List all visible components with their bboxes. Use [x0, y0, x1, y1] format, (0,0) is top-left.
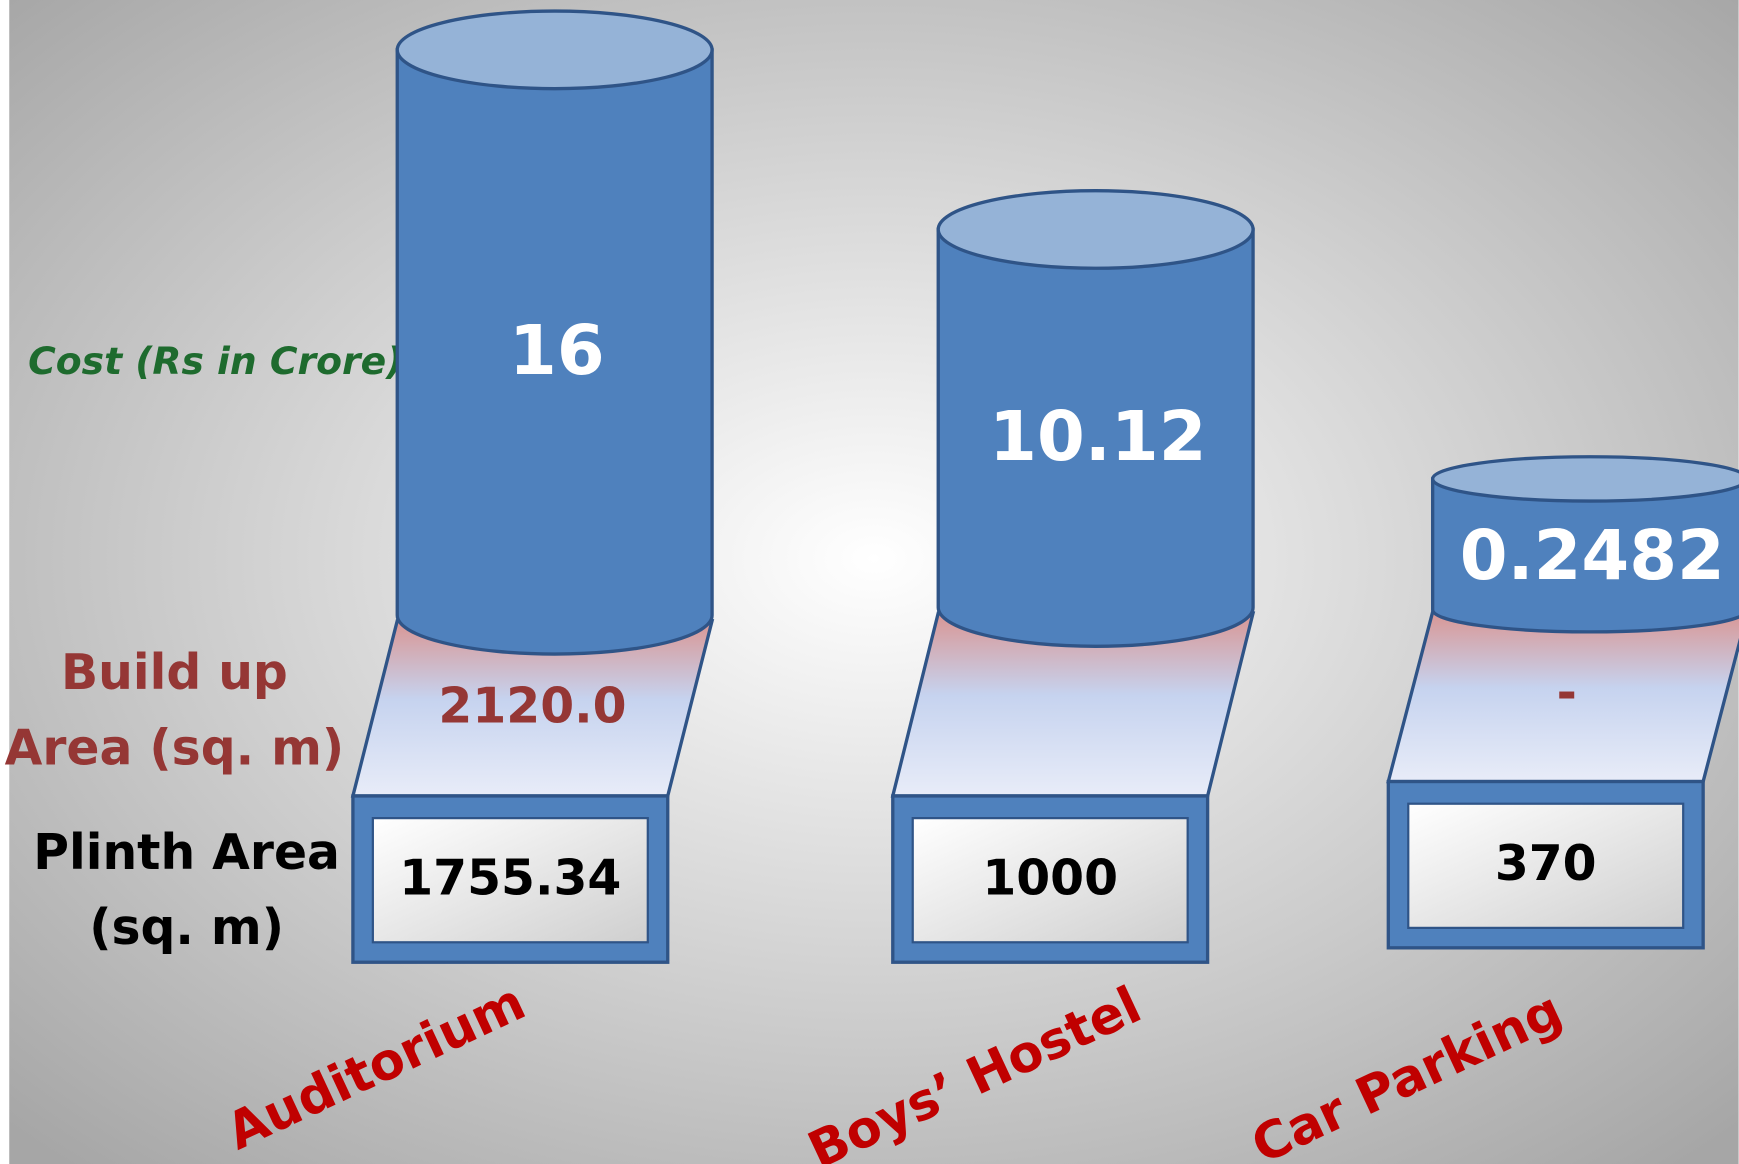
build-up-label: Build up: [61, 644, 288, 701]
build-up-value: 2120.0: [438, 677, 626, 734]
cylinder: [1430, 477, 1739, 634]
cost-value: 0.2482: [1460, 516, 1725, 596]
cylinder: [395, 48, 714, 656]
plinth-box: [371, 817, 649, 944]
build-up-value: -: [1557, 664, 1577, 721]
cylinder-top: [936, 189, 1255, 270]
cylinder-top: [1431, 455, 1739, 503]
cylinder: [936, 227, 1255, 648]
plinth-label: (sq. m): [89, 899, 284, 956]
plinth-value: 370: [1495, 835, 1597, 892]
cylinder-top: [395, 9, 714, 91]
plinth-label: Plinth Area: [33, 824, 340, 881]
plinth-value: 1755.34: [399, 849, 621, 906]
plinth-value: 1000: [982, 849, 1118, 906]
build-up-label: Area (sq. m): [5, 720, 345, 777]
plinth-box: [1407, 802, 1685, 929]
cost-value: 16: [509, 311, 605, 391]
cost-label: Cost (Rs in Crore): [28, 339, 403, 383]
plinth-box: [911, 817, 1189, 944]
cost-value: 10.12: [989, 397, 1206, 477]
